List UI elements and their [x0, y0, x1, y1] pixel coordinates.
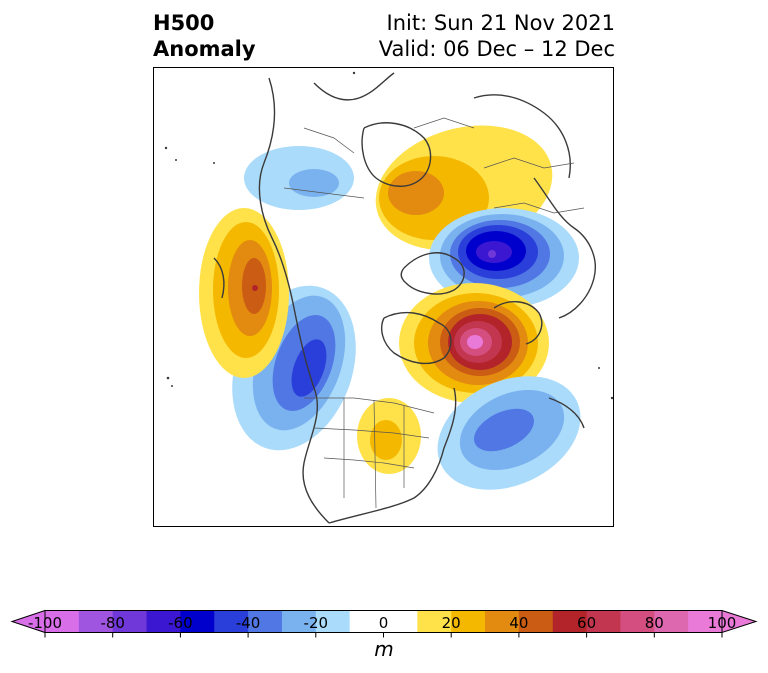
init-date: Init: Sun 21 Nov 2021	[386, 11, 615, 35]
colorbar-bin	[552, 610, 588, 633]
anomaly-negative-atlantic	[437, 376, 581, 490]
colorbar-tick-label: -60	[168, 614, 193, 632]
colorbar-bin	[688, 610, 723, 633]
colorbar-tick-label: 60	[577, 614, 597, 632]
colorbar-bin	[214, 610, 249, 633]
colorbar-bin	[417, 610, 452, 633]
colorbar-bin	[78, 610, 114, 633]
colorbar-bin	[654, 610, 689, 633]
colorbar-bin	[620, 610, 655, 633]
colorbar	[10, 609, 758, 638]
colorbar-bin	[586, 610, 621, 633]
colorbar-tick-label: -80	[100, 614, 125, 632]
colorbar-tick-label: 20	[441, 614, 461, 632]
valid-range: Valid: 06 Dec – 12 Dec	[378, 37, 615, 61]
anomaly-positive-greenland	[399, 283, 549, 403]
colorbar-bin	[518, 610, 554, 633]
colorbar-bin	[451, 610, 486, 633]
colorbar-bin	[45, 610, 80, 633]
colorbar-tick-label: 100	[707, 614, 737, 632]
colorbar-bin	[146, 610, 181, 633]
colorbar-bin	[112, 610, 148, 633]
colorbar-tick-label: 80	[644, 614, 664, 632]
title-variable: H500	[153, 11, 215, 35]
anomaly-positive-east-pacific	[199, 208, 289, 378]
coastlines	[213, 72, 596, 524]
title-field: Anomaly	[153, 37, 256, 61]
colorbar-bin	[281, 610, 317, 633]
colorbar-bin	[485, 610, 520, 633]
colorbar-tick-label: 40	[509, 614, 529, 632]
anomaly-map	[164, 71, 613, 524]
colorbar-bin	[349, 610, 384, 633]
colorbar-unit: m	[374, 637, 394, 661]
colorbar-bin	[248, 610, 283, 633]
map-panel	[153, 67, 614, 527]
anomaly-positive-eastern-us	[357, 398, 421, 474]
colorbar-bin	[315, 610, 351, 633]
colorbar-bin	[180, 610, 215, 633]
country-borders	[283, 117, 585, 509]
colorbar-tick-label: -40	[235, 614, 261, 632]
map-title: H500 Anomaly	[153, 10, 256, 62]
forecast-dates: Init: Sun 21 Nov 2021 Valid: 06 Dec – 12…	[379, 10, 615, 62]
colorbar-tick-label: 0	[378, 614, 389, 632]
colorbar-tick-label: -20	[303, 614, 329, 632]
anomaly-negative-europe	[429, 208, 579, 308]
colorbar-bin	[383, 610, 418, 633]
islands	[164, 71, 613, 400]
colorbar-tick-label: -100	[27, 614, 63, 632]
